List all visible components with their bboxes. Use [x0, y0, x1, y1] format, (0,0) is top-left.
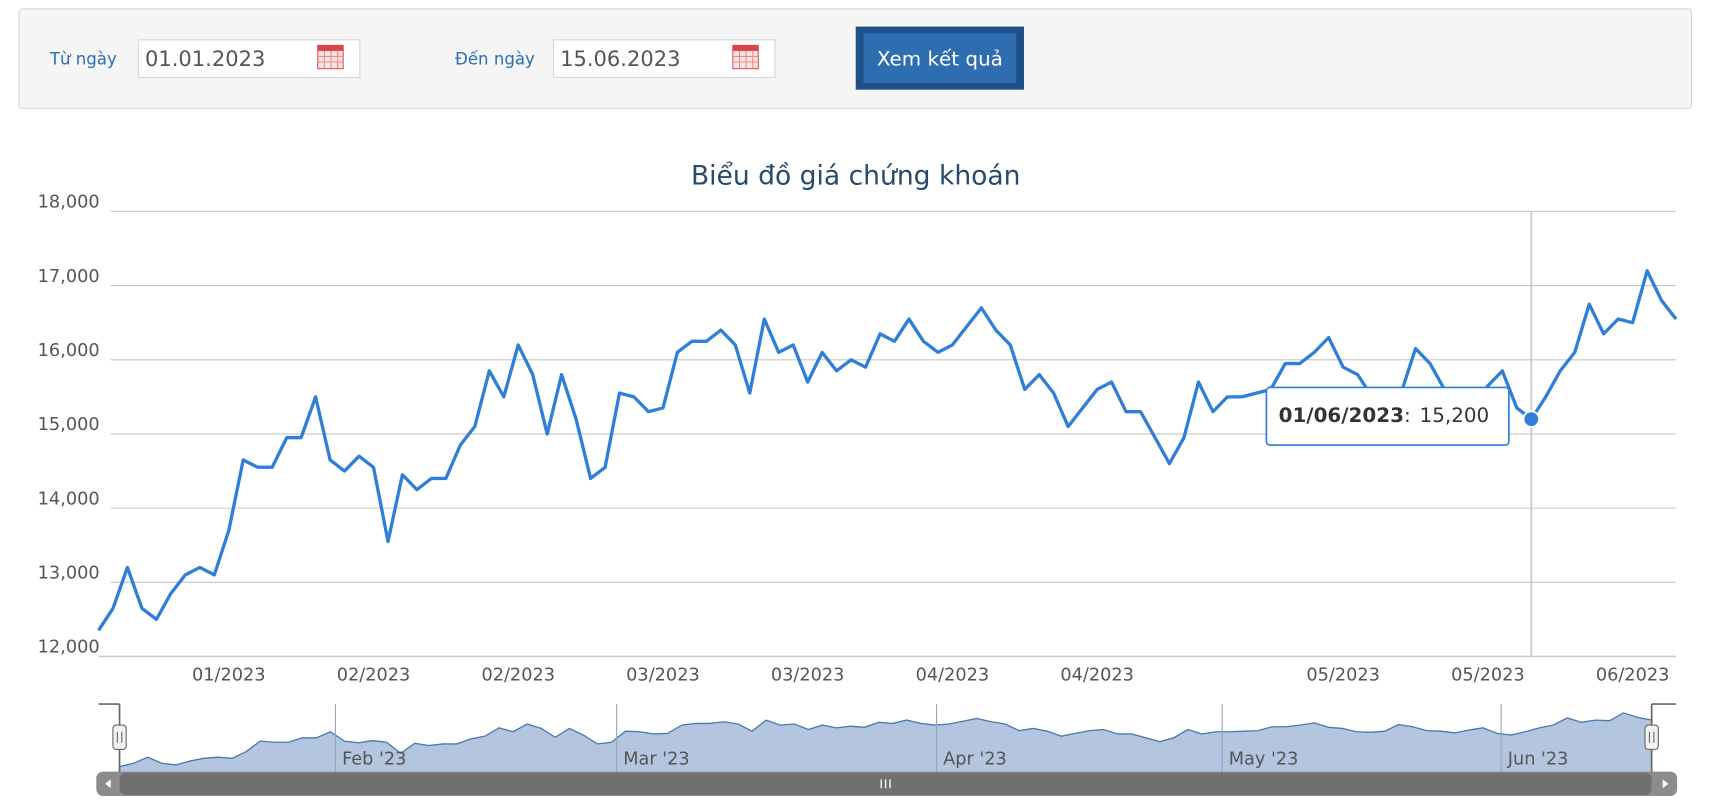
handle-grip — [116, 731, 123, 743]
filter-panel — [18, 8, 1693, 110]
tooltip-text: 01/06/2023: 15,200 — [1279, 404, 1490, 427]
tooltip-box — [1265, 386, 1510, 446]
scroll-left-arrow[interactable] — [105, 779, 111, 789]
x-tick-label: 03/2023 — [626, 665, 700, 685]
tooltip: 01/06/2023: 15,200 — [1265, 386, 1510, 446]
calendar-icon[interactable] — [732, 44, 759, 70]
chart-title: Biểu đồ giá chứng khoán — [691, 161, 1021, 192]
from-label: Từ ngày — [49, 49, 117, 68]
y-tick-label: 14,000 — [38, 489, 100, 509]
x-tick-label: 01/2023 — [192, 665, 266, 685]
navigator-label: Apr '23 — [943, 749, 1007, 769]
navigator-area — [118, 712, 1653, 774]
x-tick-label: 04/2023 — [1060, 665, 1134, 685]
hover-marker — [1522, 410, 1540, 428]
scrollbar-grip — [880, 779, 891, 789]
navigator-label: May '23 — [1229, 749, 1299, 769]
y-tick-label: 18,000 — [38, 193, 100, 213]
x-tick-label: 02/2023 — [481, 665, 555, 685]
x-tick-label: 05/2023 — [1306, 665, 1380, 685]
navigator-handle[interactable] — [112, 724, 127, 751]
tooltip-value: 15,200 — [1420, 404, 1490, 427]
to-value: 15.06.2023 — [560, 46, 680, 71]
handle-grip — [1648, 731, 1655, 743]
navigator-label: Mar '23 — [623, 749, 689, 769]
x-tick-label: 05/2023 — [1451, 665, 1525, 685]
x-tick-label: 03/2023 — [771, 665, 845, 685]
navigator-label: Jun '23 — [1507, 749, 1569, 769]
y-tick-label: 13,000 — [38, 563, 100, 583]
navigator-label: Feb '23 — [342, 749, 406, 769]
tooltip-separator: : — [1404, 404, 1411, 427]
y-tick-label: 15,000 — [38, 415, 100, 435]
x-tick-label: 02/2023 — [337, 665, 411, 685]
handle-body — [1644, 724, 1659, 751]
from-value: 01.01.2023 — [145, 46, 265, 71]
tooltip-date: 01/06/2023 — [1279, 404, 1404, 427]
y-tick-label: 12,000 — [38, 638, 100, 658]
handle-body — [112, 724, 127, 751]
submit-button[interactable]: Xem kết quả — [855, 26, 1024, 90]
button-label: Xem kết quả — [877, 47, 1003, 70]
navigator-handle[interactable] — [1644, 724, 1659, 751]
price-line — [97, 269, 1678, 632]
scroll-right-arrow[interactable] — [1662, 779, 1669, 789]
to-label: Đến ngày — [455, 49, 535, 68]
x-tick-label: 06/2023 — [1596, 665, 1670, 685]
x-tick-label: 04/2023 — [916, 665, 990, 685]
y-tick-label: 17,000 — [38, 267, 100, 287]
y-tick-label: 16,000 — [38, 341, 100, 361]
calendar-icon[interactable] — [317, 44, 344, 70]
